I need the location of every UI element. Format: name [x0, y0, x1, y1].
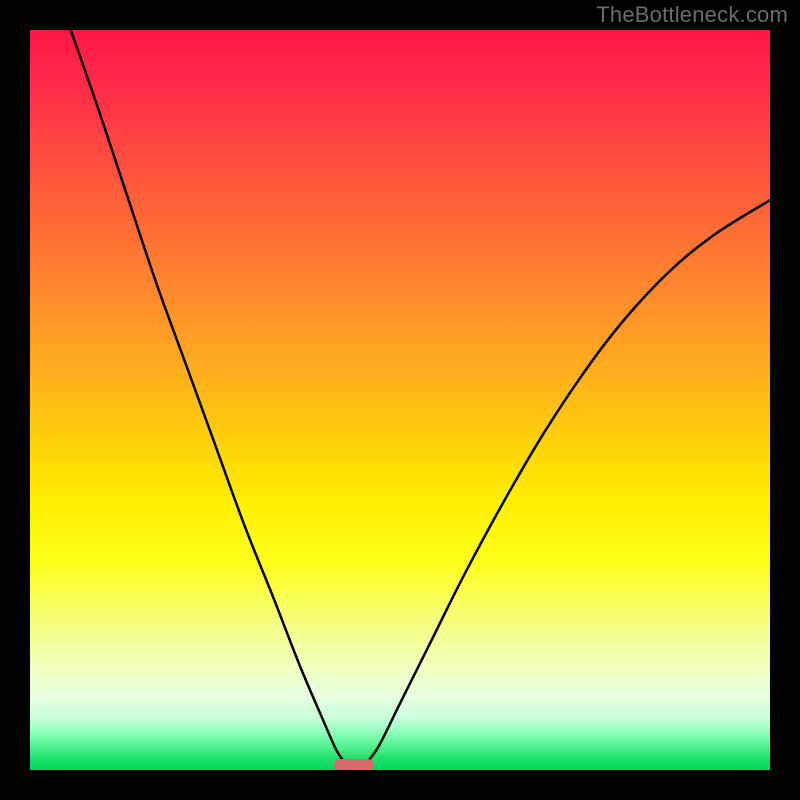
curve-left-branch [71, 30, 349, 766]
curve-right-branch [363, 200, 770, 766]
plot-area [30, 30, 770, 770]
watermark-text: TheBottleneck.com [596, 2, 788, 28]
bottleneck-curve-svg [30, 30, 770, 770]
minimum-marker [334, 759, 375, 770]
chart-frame: TheBottleneck.com [0, 0, 800, 800]
